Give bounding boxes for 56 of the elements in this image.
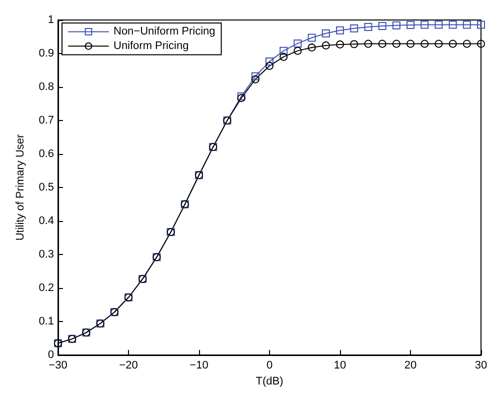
point (392, 21, 400, 30)
y-tick-label: 0.1 (38, 316, 54, 328)
y-tick-label: 0.8 (38, 81, 54, 93)
y-tick-label: 0.3 (38, 248, 54, 260)
point (420, 20, 429, 29)
point (392, 40, 400, 48)
point (336, 26, 344, 34)
point (477, 40, 485, 48)
y-tick-label: 0.5 (38, 182, 54, 194)
point (308, 43, 316, 52)
point (378, 22, 386, 30)
legend-label: Non−Uniform Pricing (114, 26, 216, 38)
point (462, 20, 471, 29)
y-tick-label: 0.9 (38, 48, 54, 60)
point (434, 40, 443, 48)
point (251, 72, 260, 80)
point (462, 40, 471, 48)
point (322, 41, 330, 50)
point (350, 24, 358, 32)
point (322, 29, 330, 38)
point (266, 58, 274, 66)
point (378, 40, 386, 48)
y-tick-label: 1 (48, 14, 54, 26)
point (294, 46, 302, 55)
point (251, 75, 260, 84)
point (280, 52, 288, 61)
point (448, 20, 457, 29)
y-tick-label: 0.7 (38, 114, 54, 126)
point (448, 40, 457, 48)
point (294, 39, 302, 48)
y-axis-title: Utility of Primary User (14, 134, 26, 241)
point (350, 40, 358, 48)
point (434, 20, 443, 29)
x-tick-label: −10 (190, 360, 208, 372)
y-tick-label: 0.4 (38, 215, 54, 227)
point (420, 40, 429, 48)
point (364, 40, 372, 48)
x-tick-label: −20 (119, 360, 138, 372)
x-axis-title: T(dB) (256, 375, 284, 388)
y-tick-label: 0.6 (38, 148, 54, 160)
point (477, 20, 485, 29)
point (280, 46, 288, 55)
point (336, 40, 344, 48)
x-tick-label: 30 (474, 360, 488, 372)
y-tick-label: 0 (48, 349, 54, 361)
x-tick-label: 20 (404, 360, 417, 372)
point (308, 34, 316, 42)
legend-label: Uniform Pricing (114, 40, 189, 52)
point (266, 62, 274, 70)
y-tick-label: 0.2 (38, 282, 54, 294)
x-tick-label: 10 (334, 360, 346, 372)
x-tick-label: 0 (266, 360, 273, 372)
point (406, 40, 414, 48)
point (406, 21, 414, 30)
x-tick-label: −30 (48, 360, 68, 372)
point (364, 23, 372, 32)
